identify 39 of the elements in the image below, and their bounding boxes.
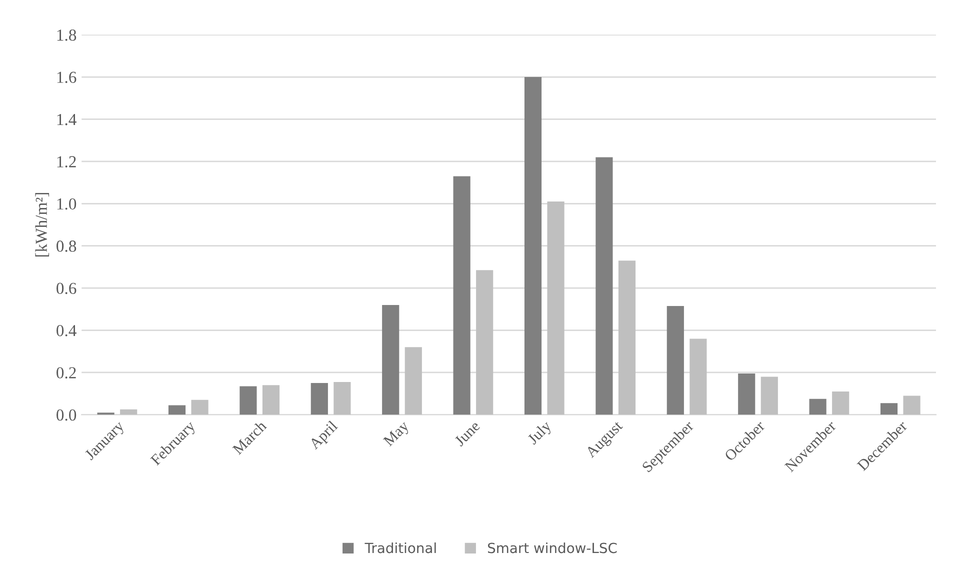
bar [903, 396, 920, 415]
y-tick-label: 1.8 [57, 30, 76, 41]
y-tick-label: 0.8 [56, 240, 76, 252]
x-tick-label: June [454, 420, 480, 447]
x-tick-label: May [382, 420, 412, 449]
bar [880, 403, 898, 415]
bar [666, 306, 684, 415]
bar [334, 382, 351, 415]
bar [191, 400, 208, 415]
bar [240, 386, 257, 415]
bar [832, 391, 850, 415]
y-tick-label: 0.4 [56, 324, 76, 336]
bar [120, 409, 138, 415]
bar [690, 338, 707, 415]
y-tick-label: 0.0 [56, 409, 76, 421]
y-axis-title: [kWh/m²] [35, 192, 50, 257]
y-tick-label: 1.4 [57, 114, 76, 126]
bar [476, 270, 494, 415]
legend-label: Smart window-LSC [488, 542, 617, 554]
y-tick-label: 1.6 [57, 72, 76, 84]
bar [738, 374, 756, 415]
bar [262, 385, 280, 415]
bar [524, 77, 542, 415]
bar [382, 304, 400, 415]
bar [168, 405, 186, 415]
bar [809, 398, 826, 415]
bar [310, 383, 328, 415]
x-tick-label: July [526, 420, 554, 448]
y-tick-label: 1.0 [57, 198, 76, 210]
bar [404, 347, 422, 415]
bar [760, 376, 778, 415]
bar [618, 260, 636, 415]
y-tick-label: 1.2 [57, 156, 76, 168]
legend-label: Traditional [364, 542, 436, 554]
bar [547, 202, 564, 415]
bar [453, 176, 470, 415]
y-tick-label: 0.6 [56, 282, 76, 294]
y-tick-label: 0.2 [56, 367, 76, 379]
bar [596, 157, 613, 415]
